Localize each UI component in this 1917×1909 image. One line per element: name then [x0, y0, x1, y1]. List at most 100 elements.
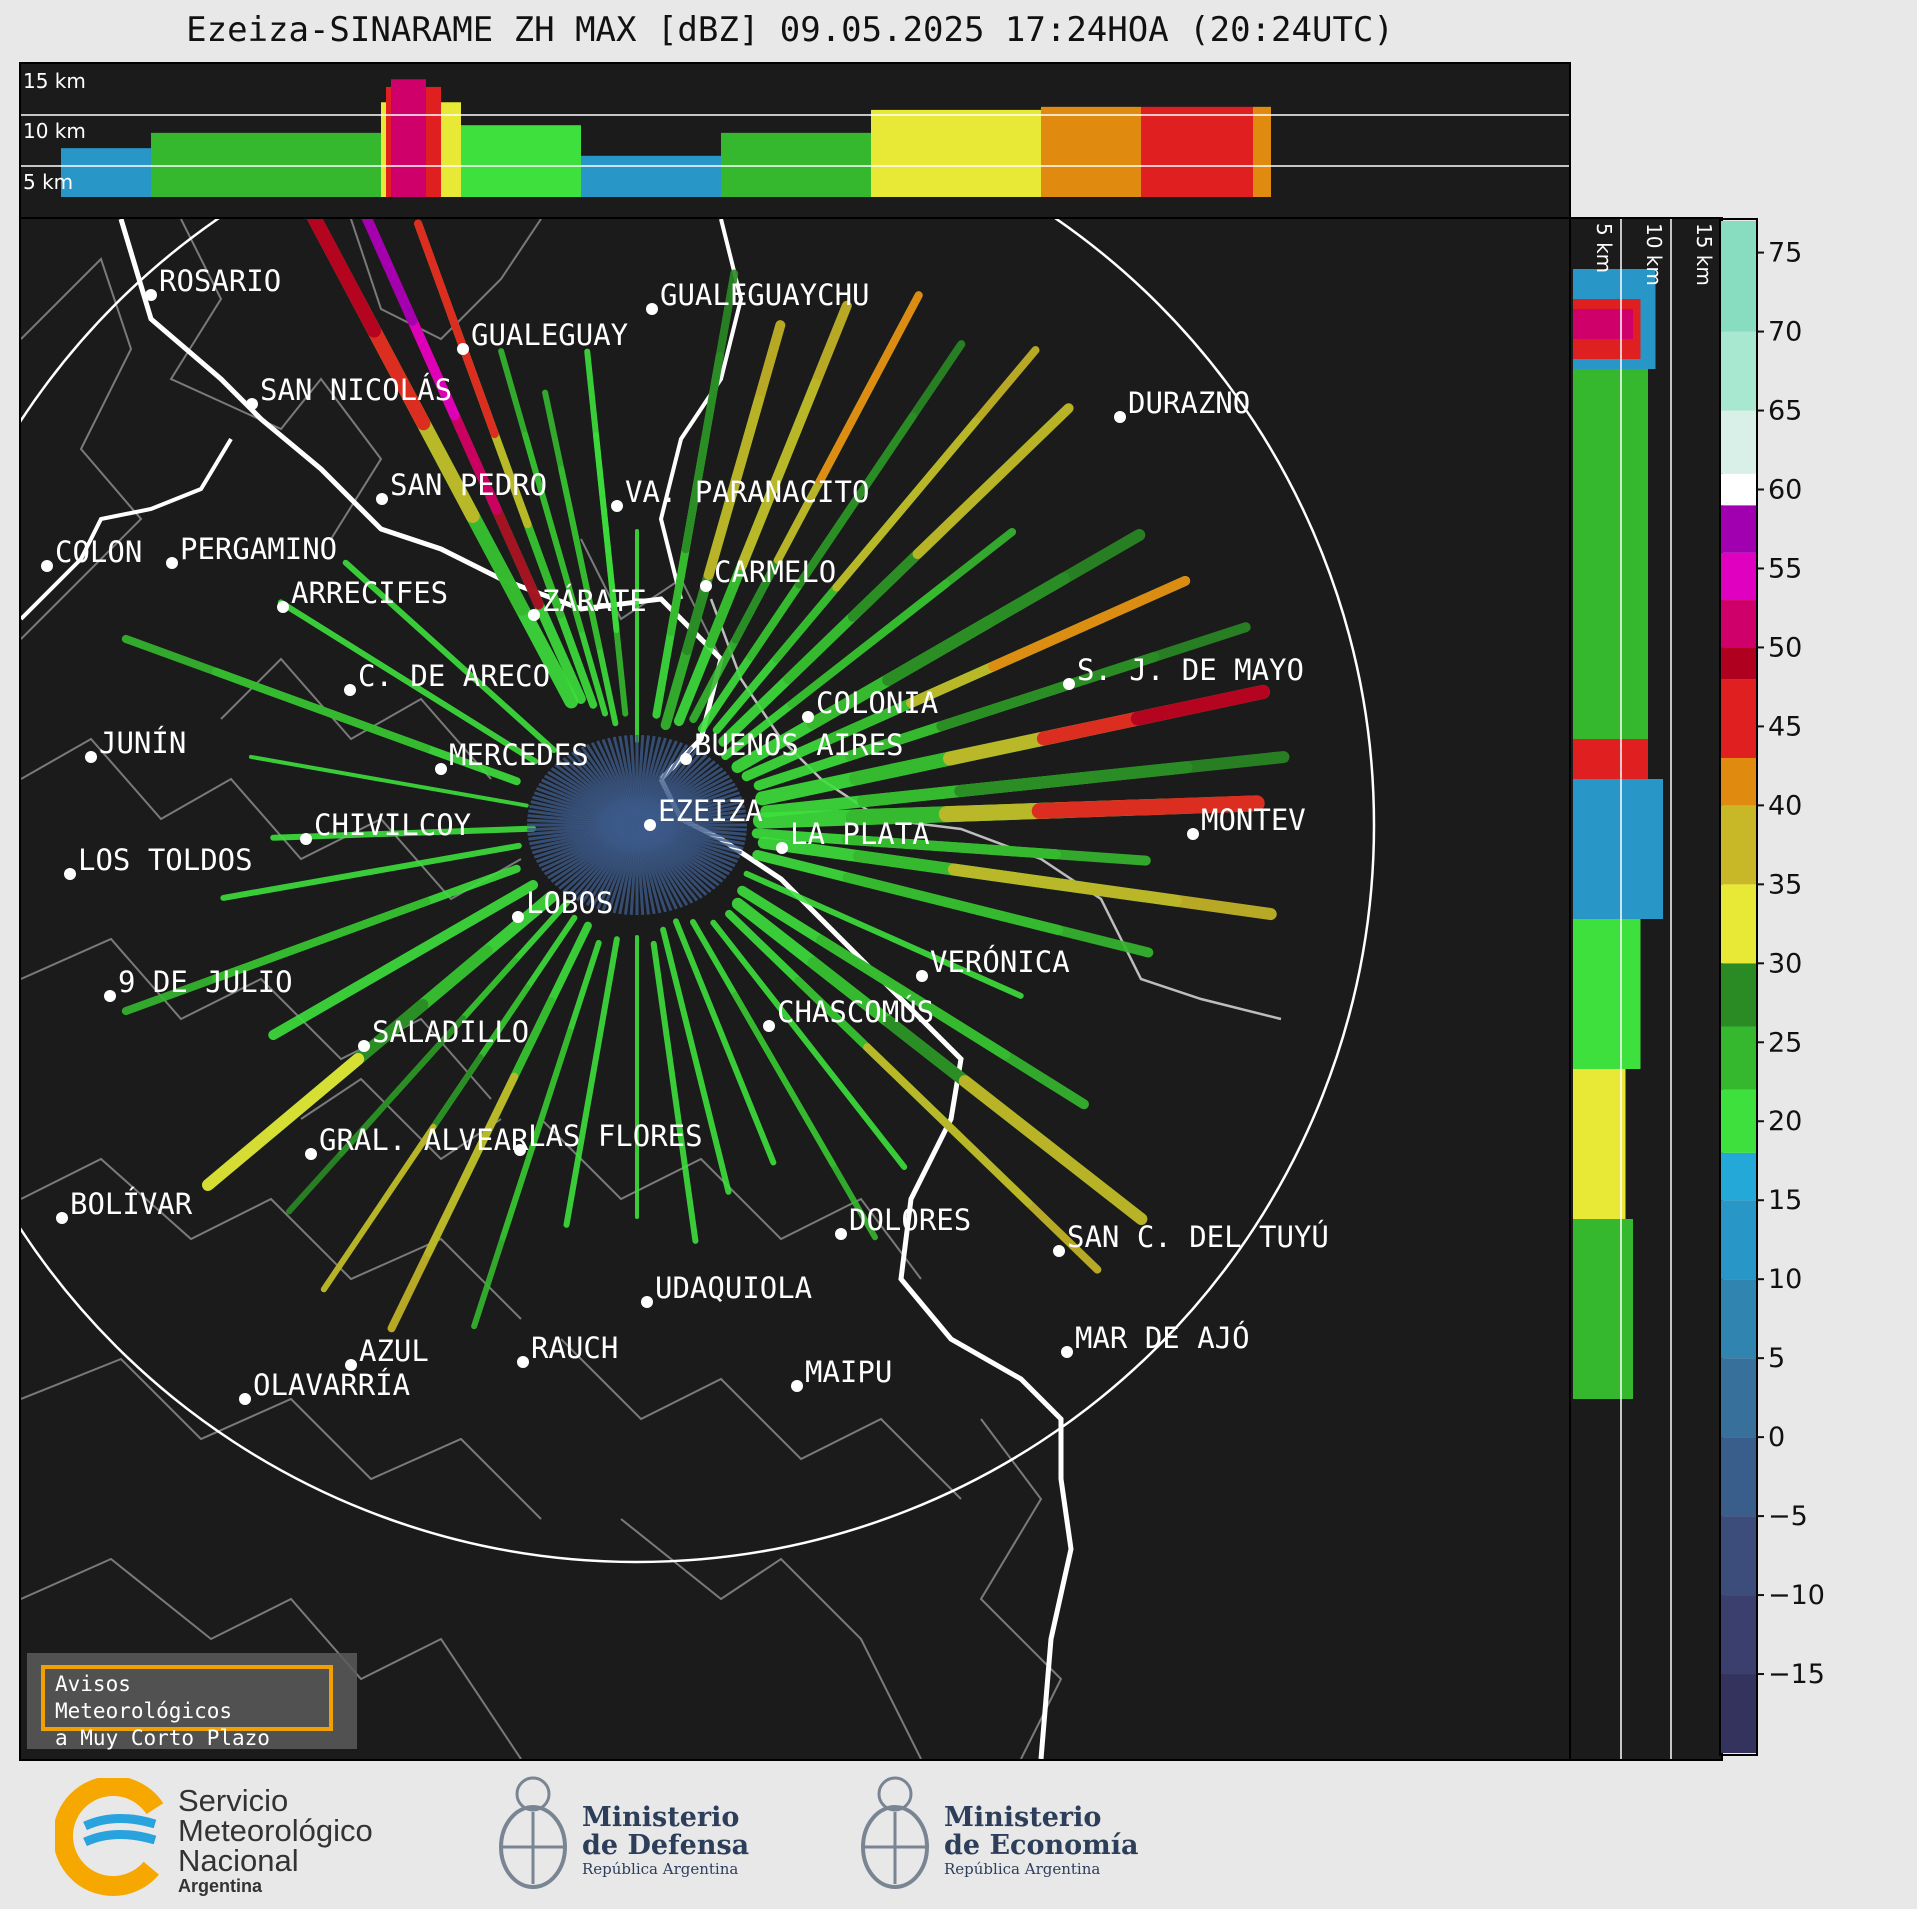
echo-ray: [816, 291, 923, 485]
echo-ray: [220, 842, 522, 901]
echo-ray: [832, 346, 1040, 592]
radar-map: ROSARIO GUALEGUAYCHU GUALEGUAY SAN NICOLÁS D…: [21, 219, 1376, 1759]
colorbar-tick-label: 10: [1768, 1264, 1802, 1295]
cross-section-echo: [1573, 739, 1648, 779]
cross-section-echo: [391, 79, 426, 197]
echo-ray: [306, 219, 382, 338]
city-label: GUALEGUAY: [471, 318, 628, 352]
city-label: LOS TOLDOS: [78, 843, 253, 877]
city-label: ZÁRATE: [542, 584, 647, 618]
echo-ray: [672, 918, 777, 1166]
echo-ray: [958, 1075, 1148, 1226]
echo-ray: [1130, 684, 1271, 726]
city-marker: [517, 1356, 529, 1368]
side-km-label-15: 15 km: [1692, 223, 1716, 286]
cross-section-echo: [61, 148, 161, 197]
city-marker: [376, 493, 388, 505]
economia-sub: República Argentina: [944, 1860, 1101, 1878]
city-label: SAN PEDRO: [390, 468, 547, 502]
echo-ray: [277, 599, 539, 765]
city-label: DURAZNO: [1128, 386, 1250, 420]
colorbar-segment: [1721, 1279, 1756, 1359]
defensa-line-2: de Defensa: [582, 1830, 750, 1861]
city-label: DOLORES: [849, 1203, 971, 1237]
colorbar-tick-label: 5: [1768, 1343, 1785, 1374]
colorbar-segment: [1721, 1026, 1756, 1090]
echo-ray: [270, 825, 537, 841]
warning-box[interactable]: Avisos Meteorológicos a Muy Corto Plazo: [27, 1653, 357, 1750]
city-marker: [166, 557, 178, 569]
city-label: 9 DE JULIO: [118, 965, 293, 999]
city-marker: [344, 684, 356, 696]
city-marker: [104, 990, 116, 1002]
province-border: [21, 437, 233, 621]
colorbar-tick-label: 50: [1768, 632, 1802, 663]
city-label: GUALEGUAYCHU: [660, 278, 870, 312]
city-marker: [277, 601, 289, 613]
echo-ray: [202, 1052, 365, 1191]
city-label: CARMELO: [714, 555, 836, 589]
city-marker: [358, 1040, 370, 1052]
colorbar-segment: [1721, 331, 1756, 411]
city-marker: [1061, 1346, 1073, 1358]
top-cross-section-panel: 15 km 10 km 5 km: [19, 62, 1571, 219]
echo-ray: [841, 834, 1151, 866]
city-label: MONTEV: [1201, 803, 1306, 837]
echo-ray: [816, 934, 1089, 1110]
city-marker: [85, 751, 97, 763]
colorbar-segment: [1721, 410, 1756, 474]
cross-section-echo: [721, 132, 871, 197]
colorbar-tick-label: 20: [1768, 1106, 1802, 1137]
city-label: SALADILLO: [372, 1015, 529, 1049]
colorbar-tick-label: 30: [1768, 948, 1802, 979]
echo-ray: [882, 529, 1146, 686]
echo-ray: [542, 389, 603, 650]
side-cross-section-plot: 5 km 10 km 15 km: [1573, 219, 1716, 1759]
smn-line-3: Nacional: [178, 1843, 299, 1878]
city-label: RAUCH: [531, 1331, 618, 1365]
colorbar-tick-label: 40: [1768, 790, 1802, 821]
cross-section-echo: [1141, 106, 1253, 197]
city-label: BOLÍVAR: [70, 1187, 193, 1221]
city-marker: [435, 763, 447, 775]
city-marker: [239, 1393, 251, 1405]
city-marker: [246, 398, 258, 410]
colorbar-segment: [1721, 679, 1756, 758]
colorbar-segment: [1721, 1200, 1756, 1280]
city-marker: [514, 1144, 526, 1156]
colorbar-segment: [1721, 1437, 1756, 1517]
echo-ray: [988, 575, 1191, 672]
cross-section-echo: [1573, 369, 1648, 739]
city-marker: [528, 609, 540, 621]
warning-box-inner[interactable]: Avisos Meteorológicos a Muy Corto Plazo: [41, 1665, 333, 1750]
radar-range-ring: [21, 219, 1376, 1564]
city-marker: [835, 1228, 847, 1240]
economia-logo-text: Ministerio de Economía República Argenti…: [944, 1802, 1138, 1879]
city-label: COLON: [55, 535, 142, 569]
city-marker: [1187, 828, 1199, 840]
colorbar-segment: [1721, 1674, 1756, 1753]
echo-ray: [787, 527, 1017, 709]
city-marker: [763, 1020, 775, 1032]
cross-section-echo: [1573, 919, 1641, 1069]
city-marker: [776, 842, 788, 854]
argentina-coat-of-arms-icon: [499, 1776, 567, 1889]
echo-ray: [1031, 795, 1265, 819]
city-label: JUNÍN: [99, 726, 186, 760]
city-label: ROSARIO: [159, 264, 281, 298]
echo-ray: [912, 403, 1074, 560]
city-label: VERÓNICA: [930, 945, 1070, 979]
city-label: VA. PARANACITO: [625, 475, 869, 509]
colorbar-tick-label: 35: [1768, 869, 1802, 900]
echo-ray: [842, 872, 1154, 958]
echo-ray: [121, 634, 431, 753]
footer-logos: Servicio Meteorológico Nacional Argentin…: [0, 1760, 1917, 1909]
colorbar-tick-label: 25: [1768, 1027, 1802, 1058]
colorbar-tick-label: 0: [1768, 1422, 1785, 1453]
colorbar-tick-label: −10: [1768, 1580, 1825, 1611]
economia-line-1: Ministerio: [944, 1802, 1102, 1833]
city-label: CHIVILCOY: [314, 808, 471, 842]
city-label: SAN C. DEL TUYÚ: [1067, 1220, 1329, 1254]
city-marker: [1053, 1245, 1065, 1257]
city-label: S. J. DE MAYO: [1077, 653, 1304, 687]
